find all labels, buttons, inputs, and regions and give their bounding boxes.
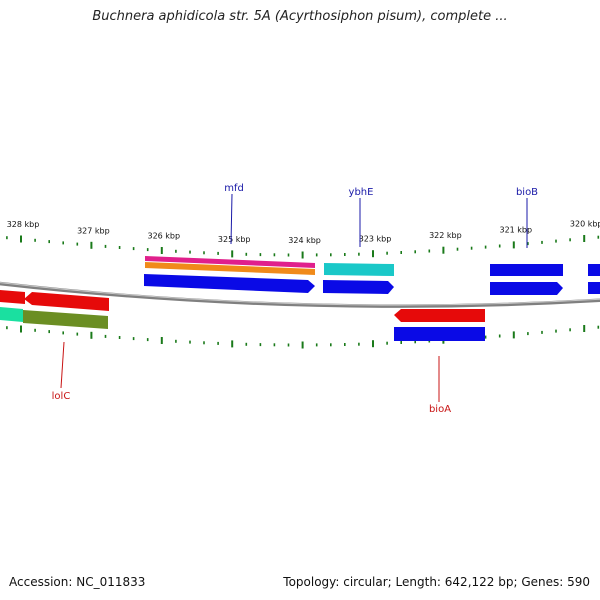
gene-label-ybhE[interactable]: ybhE bbox=[349, 187, 374, 198]
gene-label-mfd[interactable]: mfd bbox=[224, 183, 244, 194]
gene-feature-orange[interactable] bbox=[145, 262, 315, 275]
gene-feature-teal[interactable] bbox=[0, 307, 23, 322]
gene-feature-blue-rev[interactable] bbox=[394, 327, 485, 341]
reverse-strand-genes bbox=[0, 290, 485, 341]
leader-mfd bbox=[230, 193, 233, 245]
gene-feature-red-left[interactable] bbox=[0, 290, 25, 304]
ruler-tick-label: 324 kbp bbox=[288, 236, 321, 245]
ruler-tick-label: 325 kbp bbox=[218, 235, 251, 244]
ruler-tick-label: 327 kbp bbox=[77, 227, 110, 236]
gene-feature-blue-4[interactable] bbox=[588, 264, 600, 276]
gene-feature-bioB[interactable] bbox=[490, 264, 563, 276]
gene-leader-lines bbox=[60, 193, 528, 402]
gene-feature-olive[interactable] bbox=[23, 310, 108, 329]
topology-text: Topology: circular; Length: 642,122 bp; … bbox=[283, 575, 590, 589]
gene-feature-mfd[interactable] bbox=[144, 274, 315, 293]
gene-feature-bioA[interactable] bbox=[394, 309, 485, 322]
inner-tick-row bbox=[6, 325, 600, 349]
genome-backbone bbox=[0, 281, 600, 308]
gene-feature-blue-5[interactable] bbox=[588, 282, 600, 294]
gene-feature-ybhE[interactable] bbox=[324, 263, 394, 276]
gene-labels: mfd ybhE bioB lolC bioA bbox=[52, 183, 539, 415]
gene-feature-blue-3[interactable] bbox=[490, 282, 563, 295]
accession-text: Accession: NC_011833 bbox=[9, 575, 146, 589]
gene-feature-magenta[interactable] bbox=[145, 256, 315, 268]
outer-tick-row bbox=[6, 235, 600, 259]
gene-label-bioA[interactable]: bioA bbox=[429, 404, 451, 415]
ruler-tick-label: 321 kbp bbox=[499, 226, 532, 235]
gene-feature-blue-2[interactable] bbox=[323, 280, 394, 294]
ruler-label-row: 328 kbp 327 kbp 326 kbp 325 kbp 324 kbp 323 k… bbox=[7, 219, 600, 245]
gene-label-bioB[interactable]: bioB bbox=[516, 187, 538, 198]
ruler-tick-label: 326 kbp bbox=[147, 232, 180, 241]
ruler-tick-label: 328 kbp bbox=[7, 220, 40, 229]
ruler-tick-label: 322 kbp bbox=[429, 231, 462, 240]
leader-lolC bbox=[60, 341, 65, 389]
forward-strand-genes bbox=[144, 256, 600, 295]
ruler-tick-label: 320 kbp bbox=[570, 219, 600, 228]
genome-backbone-highlight bbox=[0, 282, 600, 306]
gene-label-lolC[interactable]: lolC bbox=[52, 391, 71, 402]
ruler-tick-label: 323 kbp bbox=[359, 235, 392, 244]
map-title: Buchnera aphidicola str. 5A (Acyrthosiph… bbox=[92, 9, 508, 24]
gene-feature-lolC[interactable] bbox=[24, 292, 109, 311]
